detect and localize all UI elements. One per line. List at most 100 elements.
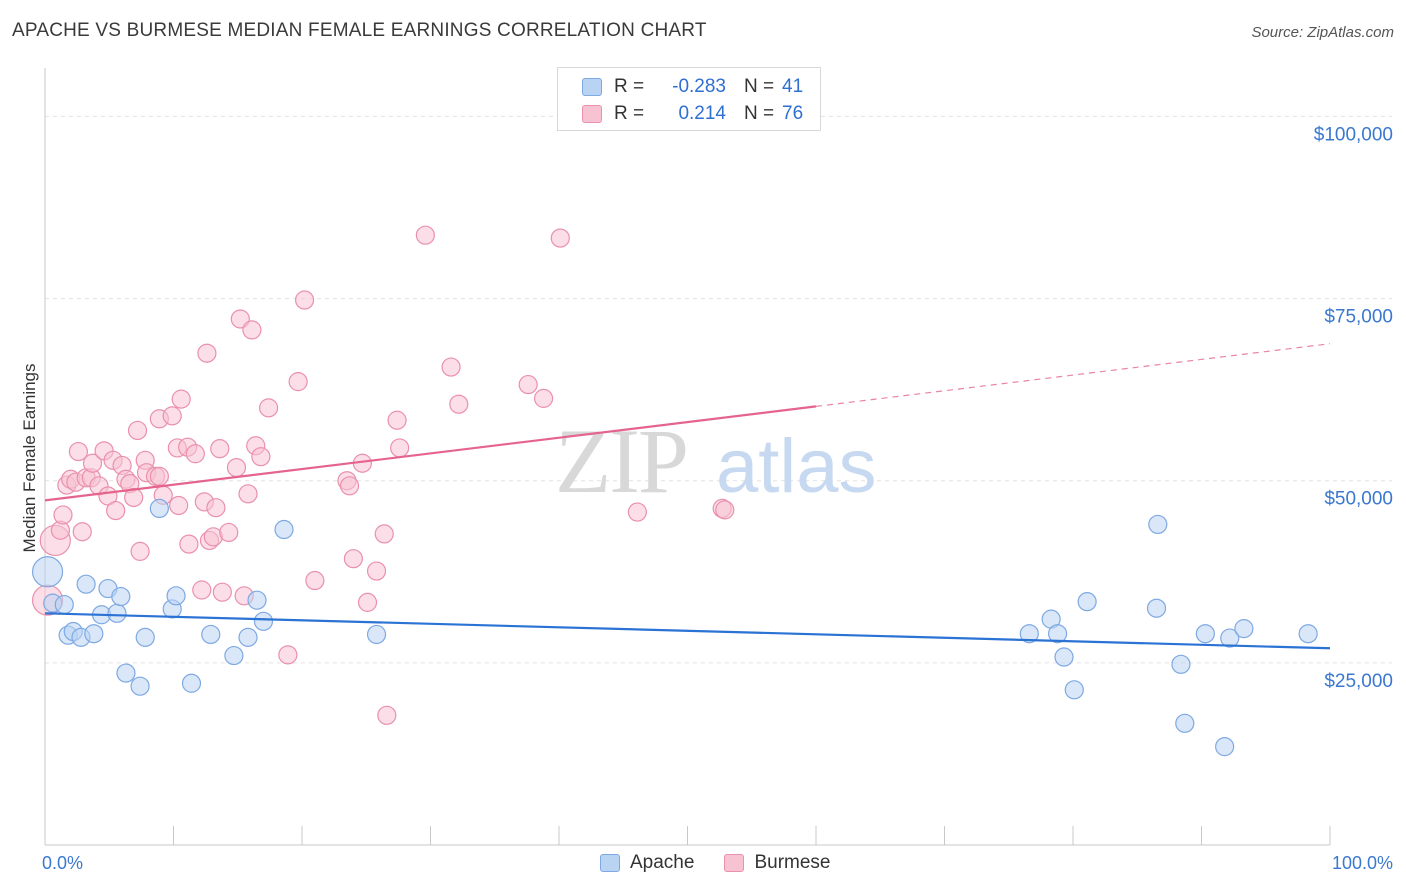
burmese-point	[441, 357, 461, 377]
burmese-point	[171, 389, 191, 409]
burmese-point	[127, 420, 148, 441]
source-label: Source: ZipAtlas.com	[1251, 24, 1394, 41]
n-label: N =	[744, 103, 775, 124]
burmese-point	[339, 476, 360, 496]
burmese-point	[518, 374, 538, 395]
r-value: 0.214	[678, 103, 726, 124]
apache-point	[1019, 624, 1039, 644]
burmese-point	[68, 441, 89, 462]
r-value: -0.283	[672, 76, 726, 97]
burmese-legend-swatch	[724, 854, 745, 872]
apache-point	[1077, 592, 1097, 612]
burmese-point	[258, 398, 279, 418]
legend-item-burmese[interactable]: Burmese	[724, 852, 830, 874]
apache-point	[1220, 628, 1240, 648]
apache-point	[135, 627, 155, 647]
burmese-point	[366, 561, 387, 581]
n-value: 41	[782, 76, 804, 97]
apache-point	[1195, 624, 1215, 644]
burmese-point	[242, 320, 262, 340]
burmese-legend-label: Burmese	[754, 852, 831, 873]
burmese-point	[210, 439, 230, 459]
burmese-point	[192, 580, 212, 600]
burmese-point	[377, 705, 397, 725]
n-value: 76	[782, 103, 804, 124]
burmese-point	[149, 466, 169, 486]
apache-point	[1175, 713, 1195, 733]
legend-row-apache: R = -0.283 N = 41	[582, 74, 803, 100]
burmese-point	[627, 502, 647, 522]
burmese-swatch	[582, 105, 602, 123]
burmese-point	[53, 505, 73, 525]
burmese-point	[533, 388, 554, 408]
apache-point	[130, 676, 150, 696]
apache-point	[274, 519, 294, 540]
apache-point	[201, 624, 221, 645]
burmese-trend-extension	[815, 343, 1331, 407]
grid-lines	[45, 115, 1392, 664]
burmese-point	[374, 524, 394, 544]
apache-point	[84, 624, 104, 644]
burmese-point	[179, 534, 199, 554]
burmese-point	[251, 447, 271, 467]
apache-point	[1064, 680, 1084, 700]
apache-point	[1047, 624, 1068, 644]
burmese-point	[305, 570, 325, 591]
legend-row-burmese: R = 0.214 N = 76	[582, 101, 803, 127]
apache-point	[1148, 514, 1168, 535]
series-apache	[31, 498, 1318, 757]
burmese-point	[212, 582, 232, 602]
burmese-point	[72, 522, 92, 542]
apache-point	[224, 645, 244, 666]
burmese-point	[390, 438, 410, 458]
chart-title: APACHE VS BURMESE MEDIAN FEMALE EARNINGS…	[12, 20, 707, 41]
burmese-point	[197, 343, 217, 363]
correlation-legend: R = -0.283 N = 41 R = 0.214 N = 76	[557, 67, 821, 131]
apache-point	[76, 574, 96, 594]
burmese-point	[357, 592, 378, 612]
r-label: R =	[614, 76, 645, 97]
r-label: R =	[614, 103, 645, 124]
apache-legend-swatch	[600, 854, 620, 872]
y-tick-label: $50,000	[1324, 489, 1393, 510]
burmese-point	[130, 541, 150, 561]
watermark-atlas: atlas	[716, 424, 877, 509]
y-tick-labels: $25,000 $50,000 $75,000 $100,000	[1314, 124, 1393, 691]
apache-point	[31, 556, 64, 588]
y-axis-label: Median Female Earnings	[20, 364, 39, 553]
watermark-zip: ZIP	[555, 410, 687, 512]
burmese-point	[715, 500, 735, 520]
burmese-point	[550, 228, 570, 248]
burmese-point	[238, 484, 258, 504]
apache-point	[253, 611, 274, 631]
burmese-point	[387, 410, 407, 430]
burmese-point	[343, 549, 363, 569]
apache-point	[1215, 737, 1235, 757]
apache-point	[166, 586, 186, 606]
burmese-point	[106, 500, 126, 521]
apache-point	[1234, 619, 1254, 639]
burmese-trend-line	[44, 405, 817, 502]
watermark: ZIP atlas	[555, 410, 877, 512]
burmese-point	[185, 444, 205, 464]
series-burmese	[31, 225, 735, 725]
apache-legend-label: Apache	[630, 852, 695, 873]
burmese-point	[219, 522, 239, 543]
trend-lines	[44, 343, 1331, 650]
apache-point	[181, 673, 202, 693]
y-tick-label: $25,000	[1324, 671, 1393, 692]
apache-point	[107, 603, 127, 623]
burmese-point	[162, 406, 182, 426]
apache-point	[54, 594, 74, 615]
apache-point	[111, 586, 131, 607]
y-tick-label: $100,000	[1314, 124, 1393, 145]
apache-point	[366, 624, 387, 645]
apache-point	[238, 627, 258, 647]
apache-point	[1146, 598, 1167, 618]
y-tick-label: $75,000	[1324, 307, 1393, 328]
apache-point	[1054, 647, 1074, 667]
x-tick-labels: 0.0% 100.0%	[42, 853, 1393, 873]
x-tick-label: 0.0%	[42, 853, 83, 873]
legend-item-apache[interactable]: Apache	[600, 852, 694, 874]
apache-trend-line	[44, 612, 1331, 650]
